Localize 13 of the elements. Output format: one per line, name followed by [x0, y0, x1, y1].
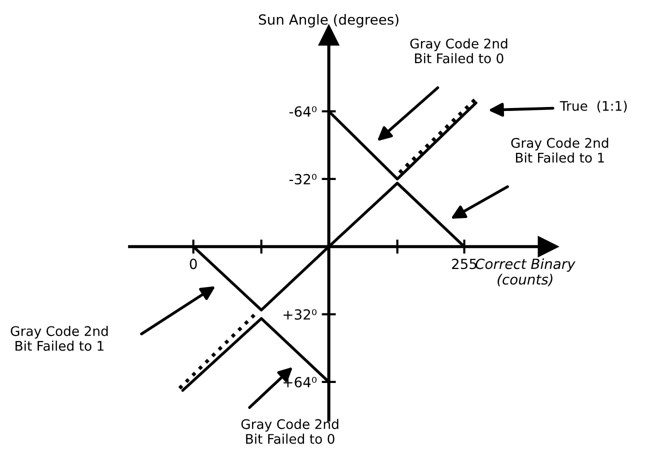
y-tick-label: +64⁰ [284, 376, 317, 388]
y-axis-title: Sun Angle (degrees) [258, 14, 398, 28]
text: True (1:1) [560, 100, 627, 112]
y-tick-label: -64⁰ [289, 106, 317, 117]
annotation: Gray Code 2nd Bit Failed to 0 [410, 38, 508, 64]
x-tick-label: 0 [190, 258, 197, 270]
x-tick-label: 255 [452, 258, 476, 270]
annotation: Gray Code 2nd Bit Failed to 0 [241, 418, 338, 444]
annotation: Gray Code 2nd Bit Failed to 1 [511, 138, 608, 163]
x-axis-title: Correct Binary (counts) [476, 258, 576, 286]
y-tick-label: +32⁰ [284, 309, 317, 320]
text: Gray Code 2nd Bit Failed to 1 [10, 326, 108, 351]
y-tick-label: -32⁰ [289, 174, 317, 184]
